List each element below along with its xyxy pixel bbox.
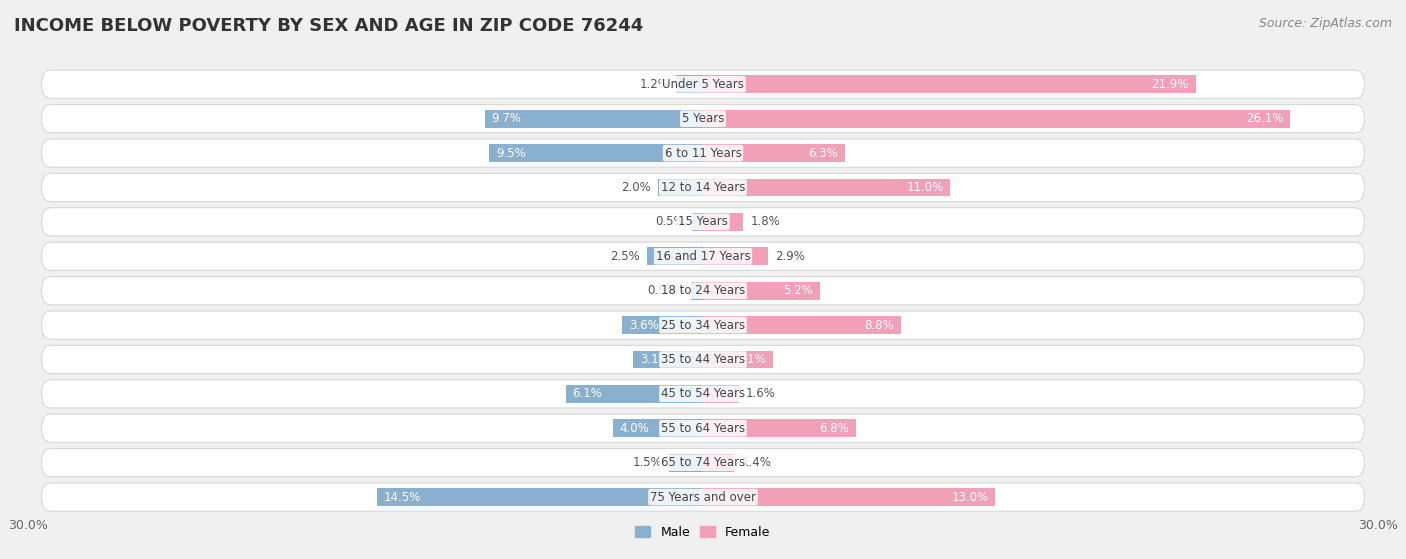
Bar <box>703 110 1291 127</box>
Bar <box>565 385 703 403</box>
FancyBboxPatch shape <box>42 483 1364 511</box>
Text: Under 5 Years: Under 5 Years <box>662 78 744 91</box>
Text: 2.0%: 2.0% <box>621 181 651 194</box>
Text: 6.1%: 6.1% <box>572 387 602 400</box>
Bar <box>647 247 703 265</box>
Text: 35 to 44 Years: 35 to 44 Years <box>661 353 745 366</box>
Bar <box>703 213 744 231</box>
Text: 1.2%: 1.2% <box>640 78 669 91</box>
FancyBboxPatch shape <box>42 105 1364 133</box>
Legend: Male, Female: Male, Female <box>630 521 776 544</box>
Text: 3.1%: 3.1% <box>737 353 766 366</box>
Text: 6 to 11 Years: 6 to 11 Years <box>665 146 741 159</box>
Bar <box>692 213 703 231</box>
Text: 45 to 54 Years: 45 to 54 Years <box>661 387 745 400</box>
Text: 16 and 17 Years: 16 and 17 Years <box>655 250 751 263</box>
FancyBboxPatch shape <box>42 277 1364 305</box>
Text: 8.8%: 8.8% <box>865 319 894 331</box>
FancyBboxPatch shape <box>42 448 1364 477</box>
Bar <box>703 247 768 265</box>
Text: 1.4%: 1.4% <box>741 456 770 469</box>
Bar <box>377 488 703 506</box>
Text: 5 Years: 5 Years <box>682 112 724 125</box>
Bar <box>703 385 740 403</box>
Text: 0.55%: 0.55% <box>647 284 683 297</box>
Bar <box>658 178 703 196</box>
Text: 12 to 14 Years: 12 to 14 Years <box>661 181 745 194</box>
FancyBboxPatch shape <box>42 345 1364 373</box>
Text: 55 to 64 Years: 55 to 64 Years <box>661 422 745 435</box>
Bar <box>703 178 950 196</box>
Text: 11.0%: 11.0% <box>907 181 943 194</box>
FancyBboxPatch shape <box>42 70 1364 98</box>
Text: 14.5%: 14.5% <box>384 491 420 504</box>
Bar <box>633 350 703 368</box>
FancyBboxPatch shape <box>42 173 1364 202</box>
Text: 9.5%: 9.5% <box>496 146 526 159</box>
Text: INCOME BELOW POVERTY BY SEX AND AGE IN ZIP CODE 76244: INCOME BELOW POVERTY BY SEX AND AGE IN Z… <box>14 17 644 35</box>
Bar <box>703 144 845 162</box>
Text: 75 Years and over: 75 Years and over <box>650 491 756 504</box>
Text: 26.1%: 26.1% <box>1246 112 1284 125</box>
Text: 5.2%: 5.2% <box>783 284 813 297</box>
Text: 6.8%: 6.8% <box>820 422 849 435</box>
FancyBboxPatch shape <box>42 414 1364 442</box>
Text: 3.1%: 3.1% <box>640 353 669 366</box>
Bar <box>703 419 856 437</box>
Text: 25 to 34 Years: 25 to 34 Years <box>661 319 745 331</box>
FancyBboxPatch shape <box>42 139 1364 167</box>
Text: 6.3%: 6.3% <box>808 146 838 159</box>
FancyBboxPatch shape <box>42 242 1364 271</box>
Text: 21.9%: 21.9% <box>1152 78 1189 91</box>
Text: 1.6%: 1.6% <box>745 387 776 400</box>
Text: 9.7%: 9.7% <box>492 112 522 125</box>
Text: 4.0%: 4.0% <box>620 422 650 435</box>
Text: 2.5%: 2.5% <box>610 250 640 263</box>
Text: 3.6%: 3.6% <box>628 319 658 331</box>
FancyBboxPatch shape <box>42 208 1364 236</box>
Bar <box>489 144 703 162</box>
Bar <box>703 350 773 368</box>
Bar <box>703 454 734 472</box>
Bar <box>703 75 1195 93</box>
Bar <box>703 488 995 506</box>
Text: 1.8%: 1.8% <box>751 215 780 229</box>
FancyBboxPatch shape <box>42 380 1364 408</box>
FancyBboxPatch shape <box>42 311 1364 339</box>
Text: 13.0%: 13.0% <box>952 491 988 504</box>
Bar <box>703 282 820 300</box>
Bar <box>485 110 703 127</box>
Text: 18 to 24 Years: 18 to 24 Years <box>661 284 745 297</box>
Text: 15 Years: 15 Years <box>678 215 728 229</box>
Bar <box>621 316 703 334</box>
Text: 1.5%: 1.5% <box>633 456 662 469</box>
Text: 2.9%: 2.9% <box>775 250 804 263</box>
Text: 65 to 74 Years: 65 to 74 Years <box>661 456 745 469</box>
Bar <box>613 419 703 437</box>
Bar <box>669 454 703 472</box>
Text: Source: ZipAtlas.com: Source: ZipAtlas.com <box>1258 17 1392 30</box>
Bar <box>703 316 901 334</box>
Text: 0.5%: 0.5% <box>655 215 685 229</box>
Bar <box>690 282 703 300</box>
Bar <box>676 75 703 93</box>
